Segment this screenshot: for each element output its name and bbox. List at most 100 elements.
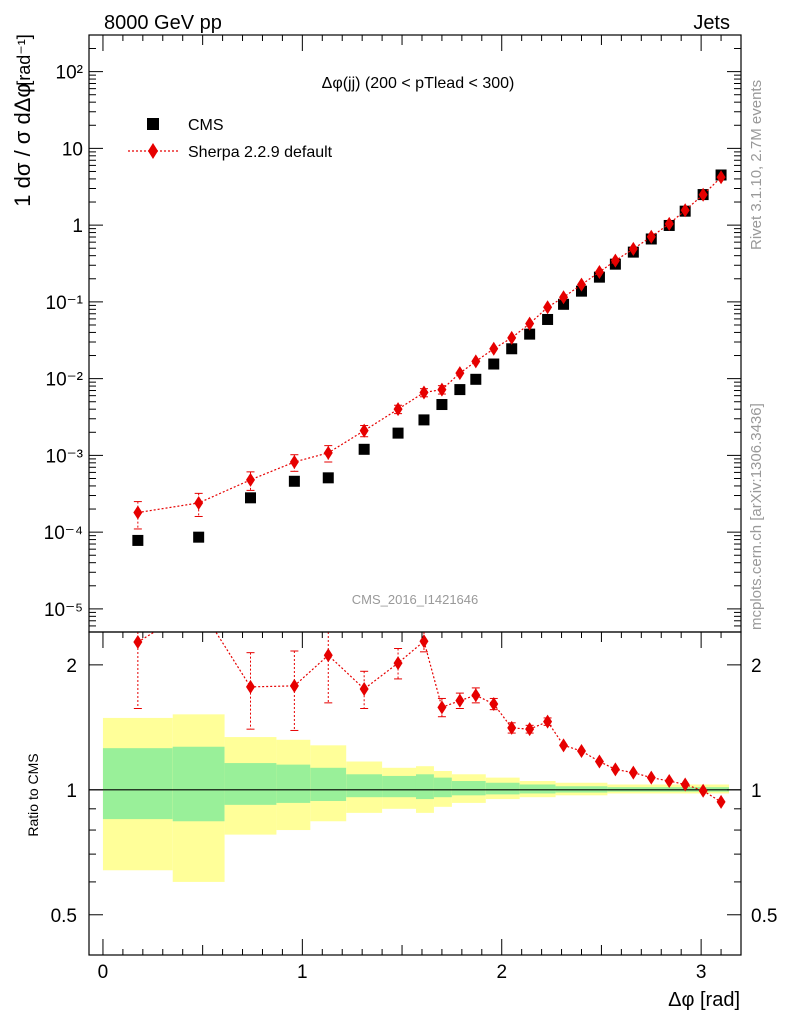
sherpa-data-point: [455, 366, 465, 381]
ratio-data-point: [455, 693, 465, 708]
ratio-data-point: [628, 765, 638, 780]
cms-data-point: [470, 373, 482, 385]
main-plot-area: [132, 169, 727, 546]
ratio-panel: 0.5 0.5 1 1 2 2 0 1 2 3 Ratio to CMS Δφ [rad]: [25, 35, 777, 1011]
y-label-unit: [rad⁻¹]: [14, 34, 34, 86]
y-tick-label: 10⁻²: [46, 370, 84, 391]
ratio-plot-area: [133, 632, 726, 809]
sherpa-data-point: [594, 265, 604, 280]
sherpa-line: [137, 176, 722, 514]
header-right: Jets: [693, 12, 730, 34]
ratio-data-point: [646, 770, 656, 785]
legend-sherpa-marker: [148, 143, 158, 159]
sherpa-data-point: [543, 300, 553, 315]
sherpa-data-point: [419, 385, 429, 400]
sherpa-data-point: [489, 341, 499, 356]
sherpa-data-point: [323, 445, 333, 460]
cms-data-point: [193, 531, 205, 543]
ratio-frame: [88, 631, 742, 956]
ratio-y-tick-label: 2: [66, 656, 77, 677]
ratio-data-point: [359, 681, 369, 696]
legend: CMS Sherpa 2.2.9 default: [128, 117, 333, 161]
ratio-data-point: [664, 774, 674, 789]
ratio-data-point: [246, 679, 256, 694]
cms-data-point: [558, 298, 570, 310]
sherpa-data-point: [525, 316, 535, 331]
uncertainty-band-inner: [276, 764, 311, 803]
ratio-y-tick-label: 0.5: [51, 906, 77, 927]
uncertainty-band-inner: [415, 774, 434, 800]
legend-cms-label: CMS: [188, 117, 224, 134]
cms-data-point: [524, 328, 536, 340]
ratio-data-point: [698, 783, 708, 798]
cms-data-point: [418, 414, 430, 426]
cms-data-point: [288, 475, 300, 487]
sherpa-data-point: [471, 354, 481, 369]
uncertainty-band-inner: [451, 781, 486, 796]
cms-data-point: [488, 358, 500, 370]
x-tick-label: 0: [98, 962, 109, 983]
ratio-y-label: Ratio to CMS: [25, 753, 41, 836]
ratio-data-point: [471, 688, 481, 703]
sherpa-data-point: [437, 382, 447, 397]
header-left: 8000 GeV pp: [104, 12, 222, 34]
sherpa-data-point: [393, 402, 403, 417]
ratio-data-point: [610, 762, 620, 777]
y-label-fraction: 1 dσ / σ dΔφ: [10, 83, 35, 206]
sherpa-data-point: [194, 495, 204, 510]
sherpa-data-point: [133, 505, 143, 520]
ratio-y-tick-label-right: 2: [751, 656, 762, 677]
legend-cms-marker: [147, 118, 159, 130]
ratio-data-point: [525, 722, 535, 737]
uncertainty-band-inner: [172, 746, 225, 822]
ratio-data-point: [559, 738, 569, 753]
ratio-data-point: [680, 777, 690, 792]
y-tick-label: 10⁻¹: [46, 293, 84, 314]
watermark: CMS_2016_I1421646: [352, 592, 479, 607]
y-tick-label: 1: [72, 216, 83, 237]
cms-data-point: [132, 534, 144, 546]
sherpa-data-point: [646, 229, 656, 244]
x-axis: 0 1 2 3: [98, 35, 722, 983]
x-tick-label: 1: [297, 962, 308, 983]
cms-data-point: [506, 343, 518, 355]
sherpa-data-point: [680, 203, 690, 218]
ratio-data-point: [323, 648, 333, 663]
sherpa-data-point: [246, 472, 256, 487]
ratio-data-point: [133, 635, 143, 650]
uncertainty-band-inner: [382, 775, 416, 798]
uncertainty-band-inner: [224, 763, 277, 805]
ratio-y-tick-label: 1: [66, 781, 77, 802]
main-y-axis: 10⁻⁵ 10⁻⁴ 10⁻³ 10⁻² 10⁻¹ 1 10 10²: [44, 34, 741, 627]
sherpa-data-point: [610, 253, 620, 268]
main-title: Δφ(jj) (200 < pTlead < 300): [322, 75, 515, 92]
sherpa-data-point: [716, 170, 726, 185]
uncertainty-band-inner: [485, 782, 520, 795]
uncertainty-band-inner: [433, 777, 452, 798]
cms-data-point: [436, 399, 448, 411]
uncertainty-band-inner: [102, 748, 173, 820]
ratio-y-tick-label-right: 0.5: [751, 906, 777, 927]
y-tick-label: 10⁻⁴: [44, 523, 83, 544]
ratio-data-point: [419, 634, 429, 649]
ratio-data-point: [543, 714, 553, 729]
ratio-y-axis: 0.5 0.5 1 1 2 2: [51, 656, 777, 956]
y-tick-label: 10⁻⁵: [44, 600, 83, 621]
sherpa-data-point: [576, 277, 586, 292]
cms-data-point: [392, 427, 404, 439]
legend-sherpa-label: Sherpa 2.2.9 default: [188, 144, 333, 161]
ratio-data-point: [507, 720, 517, 735]
sherpa-data-point: [507, 330, 517, 345]
main-y-label: 1 dσ / σ dΔφ [rad⁻¹]: [10, 34, 35, 206]
x-axis-label: Δφ [rad]: [668, 989, 740, 1011]
ratio-data-point: [576, 744, 586, 759]
cms-data-point: [245, 492, 257, 504]
source-label: mcplots.cern.ch [arXiv:1306.3436]: [748, 403, 765, 630]
main-frame: [88, 34, 742, 633]
sherpa-data-point: [359, 423, 369, 438]
cms-data-point: [454, 384, 466, 396]
uncertainty-band-inner: [346, 774, 383, 798]
cms-data-point: [542, 313, 554, 325]
ratio-data-point: [393, 656, 403, 671]
